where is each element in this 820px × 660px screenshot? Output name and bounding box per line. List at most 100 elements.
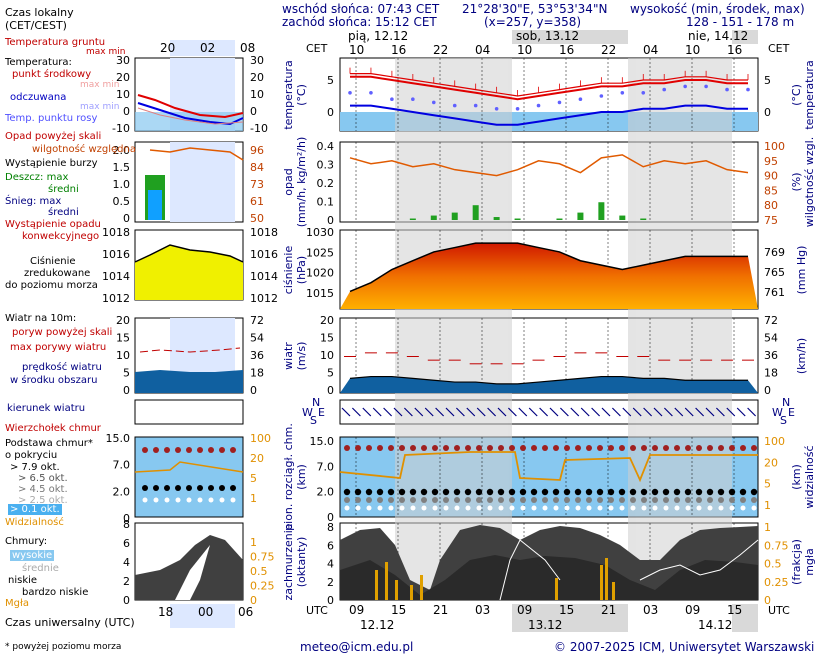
fog-line — [499, 539, 561, 601]
cloud-base-dot — [355, 497, 361, 503]
cover-tick: 2 — [327, 576, 334, 589]
legend-felt-sub: max min — [80, 102, 120, 112]
cloud-base-dot — [519, 488, 527, 496]
humidity-tick: 80 — [764, 199, 778, 212]
legend-wind-tick: 5 — [123, 367, 130, 380]
night-shading — [395, 58, 732, 600]
precip-bar — [577, 212, 584, 220]
cloud-top-dot — [388, 445, 394, 451]
cloud-base-dot — [399, 497, 405, 503]
cet-hour-label: 22 — [601, 43, 616, 57]
legend-cet-night — [170, 40, 235, 56]
legend-vis-line — [134, 461, 244, 473]
vis-tick: 100 — [764, 435, 785, 448]
compass-letter: W — [302, 406, 313, 419]
cloud-base-dot — [387, 488, 395, 496]
cloud-base-dot — [509, 505, 515, 511]
fog-tick: 0 — [764, 594, 771, 607]
legend-hour-top: 08 — [240, 41, 255, 55]
cloud-tick: 0 — [327, 511, 334, 524]
cloud-base-dot — [750, 488, 758, 496]
cloud-base-dot — [629, 488, 637, 496]
utc-label-right: UTC — [768, 604, 790, 617]
cloud-base-dot — [674, 505, 680, 511]
cloud-top-dot — [344, 445, 350, 451]
sunset-text: zachód słońca: 15:12 CET — [282, 15, 437, 29]
cloud-base-dot — [421, 497, 427, 503]
press-mmhg-tick: 761 — [764, 286, 785, 299]
cloud-base-dot — [531, 505, 537, 511]
cloud-base-dot — [355, 505, 361, 511]
legend-wind-dir: kierunek wiatru — [7, 403, 86, 414]
utc-hour-label: 09 — [517, 603, 532, 617]
cloud-base-dot — [630, 497, 636, 503]
legend-snow-mean: średni — [48, 207, 79, 218]
legend-visibility: Widzialność — [5, 517, 64, 528]
utc-hour-label: 03 — [475, 603, 490, 617]
cloud-top-dot — [729, 445, 735, 451]
humidity-title: wilgotność wzgl. — [803, 137, 816, 227]
cloud-base-dot — [597, 505, 603, 511]
cloud-base-dot — [443, 497, 449, 503]
legend-cloud-top-dot — [219, 447, 225, 453]
cover-tick: 4 — [327, 558, 334, 571]
legend-snow-bar — [148, 190, 162, 220]
legend-rain-mean: średni — [48, 184, 79, 195]
fog-tick: 0.5 — [764, 558, 782, 571]
cloud-base-dot — [541, 488, 549, 496]
cloud-base-dot — [486, 488, 494, 496]
legend-rain: Deszcz: max — [5, 172, 69, 183]
email-link[interactable]: meteo@icm.edu.pl — [300, 640, 414, 654]
press-tick: 1015 — [306, 287, 334, 300]
wind-arrow — [445, 407, 455, 417]
cloud-top-dot — [685, 445, 691, 451]
cloud-base-dot — [718, 505, 724, 511]
precip-tick: 0 — [327, 214, 334, 227]
cloud-base-dot — [707, 497, 713, 503]
wind-arrow — [549, 407, 559, 417]
legend-high: wysokie — [10, 550, 55, 561]
cloud-base-dot — [740, 497, 746, 503]
legend-temp-tick-right: -10 — [250, 122, 268, 135]
legend-fog-tick: 0.75 — [250, 551, 275, 564]
legend-medium: średnie — [22, 563, 59, 574]
cloud-base-dot — [718, 497, 724, 503]
cloud-base-dot — [663, 497, 669, 503]
cloud-base-dot — [552, 488, 560, 496]
cloud-top-dot — [608, 445, 614, 451]
humidity-tick: 100 — [764, 140, 785, 153]
fog-line-2 — [639, 539, 759, 581]
cloud-base-dot — [586, 497, 592, 503]
legend-fog: Mgła — [5, 598, 29, 609]
cet-hour-label: 16 — [559, 43, 574, 57]
precip-tick: 0.3 — [317, 159, 335, 172]
legend-local-time: Czas lokalny — [5, 6, 74, 19]
cloud-base-dot — [476, 505, 482, 511]
legend-wind-at: Wiatr na 10m: — [5, 313, 77, 324]
temp-title: temperatura — [282, 60, 295, 129]
cloud-base-dot — [343, 488, 351, 496]
cloud-base-dot — [443, 505, 449, 511]
legend-temp-tick: 30 — [116, 54, 130, 67]
cloud-base-dot — [729, 505, 735, 511]
cloud-base-dot — [366, 505, 372, 511]
fog-bar — [555, 578, 558, 600]
cover-title: zachmurzenie — [282, 523, 295, 600]
legend-temp-tick: -10 — [112, 122, 130, 135]
wind-arrow — [580, 407, 590, 417]
legend-cloud-dot-white — [175, 497, 181, 503]
cloud-top-dot — [696, 445, 702, 451]
copyright: © 2007-2025 ICM, Uniwersytet Warszawski — [554, 640, 815, 654]
cloud-top-dot — [520, 445, 526, 451]
cloud-top-dot — [707, 445, 713, 451]
legend-hour-top: 20 — [160, 41, 175, 55]
legend-wind-tick: 0 — [123, 384, 130, 397]
legend-local-time-sub: (CET/CEST) — [5, 19, 67, 32]
legend-pressure: Ciśnienie — [30, 256, 76, 267]
compass-letter: S — [780, 414, 787, 427]
legend-wind-tick: 15 — [116, 332, 130, 345]
precip-bar — [430, 215, 437, 220]
legend-cloud-tick: 7.0 — [113, 459, 131, 472]
cloud-base-dot — [619, 505, 625, 511]
